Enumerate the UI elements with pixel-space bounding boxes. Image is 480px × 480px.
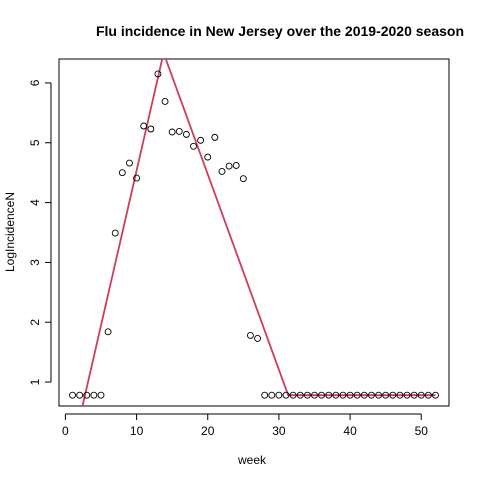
- data-point: [360, 391, 368, 399]
- y-tick-label: 6: [28, 79, 42, 86]
- fit-line: [81, 59, 436, 406]
- x-axis-label: week: [237, 453, 267, 467]
- data-point: [218, 168, 226, 175]
- data-point: [154, 70, 162, 78]
- data-point: [133, 174, 141, 182]
- data-point: [296, 391, 304, 399]
- data-point: [417, 391, 425, 399]
- data-point: [182, 130, 190, 138]
- data-point: [396, 391, 404, 399]
- data-point: [289, 391, 297, 399]
- y-tick-label: 1: [28, 378, 42, 385]
- data-point: [246, 331, 254, 339]
- data-point: [432, 391, 439, 399]
- y-tick-label: 4: [28, 199, 42, 206]
- data-point: [353, 391, 361, 399]
- data-point: [126, 159, 133, 167]
- data-point: [325, 391, 333, 399]
- data-point: [83, 391, 91, 399]
- data-point: [225, 162, 233, 170]
- data-point: [375, 391, 382, 399]
- data-point: [140, 122, 148, 130]
- data-point: [410, 391, 418, 399]
- data-point: [261, 391, 269, 399]
- data-point: [204, 153, 212, 161]
- y-tick-label: 3: [28, 259, 42, 266]
- x-tick-label: 20: [201, 424, 215, 438]
- plot-frame: [58, 58, 450, 407]
- data-point: [161, 98, 169, 105]
- data-point: [104, 328, 112, 336]
- data-point: [239, 175, 247, 183]
- data-point: [147, 125, 155, 133]
- data-point: [311, 391, 318, 399]
- data-point: [424, 391, 432, 399]
- data-point: [232, 162, 240, 169]
- data-point: [303, 391, 311, 399]
- y-axis-label: LogIncidenceN: [3, 192, 17, 272]
- data-point: [332, 391, 340, 399]
- data-point: [346, 391, 354, 399]
- data-point: [275, 391, 283, 399]
- data-point: [211, 133, 219, 141]
- data-point: [90, 391, 98, 399]
- data-point: [175, 127, 183, 135]
- data-point: [111, 229, 119, 237]
- data-point: [403, 391, 411, 399]
- data-point: [268, 391, 276, 399]
- data-point: [389, 391, 397, 399]
- data-point: [254, 334, 262, 342]
- data-point: [197, 136, 205, 144]
- data-point: [282, 391, 290, 399]
- data-point: [69, 391, 76, 399]
- x-tick-label: 10: [130, 424, 144, 438]
- data-point: [318, 391, 326, 399]
- data-point: [76, 391, 84, 399]
- y-tick-label: 2: [28, 319, 42, 326]
- x-tick-label: 30: [272, 424, 286, 438]
- plot-area: 0 10 20 30 40 50 1 2 3 4 5 6: [28, 58, 450, 438]
- data-point: [190, 142, 197, 150]
- data-point: [367, 391, 375, 399]
- data-point: [97, 391, 105, 399]
- x-tick-label: 0: [62, 424, 69, 438]
- data-point: [168, 128, 176, 136]
- data-point: [339, 391, 347, 399]
- chart-title: Flu incidence in New Jersey over the 201…: [96, 23, 464, 39]
- data-point: [382, 391, 390, 399]
- data-point: [118, 169, 126, 177]
- x-tick-label: 50: [415, 424, 429, 438]
- x-tick-label: 40: [343, 424, 357, 438]
- y-tick-label: 5: [28, 139, 42, 146]
